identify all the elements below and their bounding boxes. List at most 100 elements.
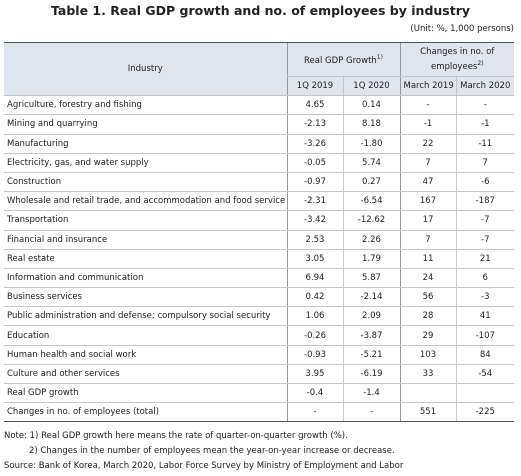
header-text: Real GDP Growth — [304, 55, 377, 66]
value-cell: -3.26 — [286, 134, 343, 154]
table-row: Agriculture, forestry and fishing 4.65 0.1… — [4, 95, 515, 116]
industry-cell: Transportation — [4, 210, 287, 231]
value-cell — [455, 383, 515, 404]
industry-cell: Mining and quarrying — [4, 114, 287, 135]
value-cell: 3.05 — [286, 249, 343, 269]
industry-cell: Electricity, gas, and water supply — [4, 153, 287, 173]
value-cell: 21 — [455, 249, 515, 269]
header-cell: Industry — [4, 41, 287, 97]
industry-cell: Business services — [4, 287, 287, 308]
value-cell: 4.65 — [286, 95, 343, 116]
value-cell: 0.14 — [342, 95, 400, 116]
value-cell: -0.97 — [286, 172, 343, 193]
title: Table 1. Real GDP growth and no. of empl… — [50, 3, 471, 18]
value-cell: 41 — [455, 306, 515, 327]
footnote-mark: 2) — [477, 59, 484, 67]
industry-cell: Public administration and defense; compu… — [4, 306, 287, 327]
industry-cell: Financial and insurance — [4, 230, 287, 250]
value-cell: 28 — [399, 306, 456, 327]
value-cell: -3.87 — [342, 325, 400, 346]
note: Note: 1) Real GDP growth here means the … — [4, 431, 348, 441]
value-cell: 6.94 — [286, 268, 343, 289]
table: Industry Real GDP Growth1) Changes in no… — [4, 41, 515, 423]
table-row: Construction -0.97 0.27 47 -6 — [4, 172, 515, 193]
value-cell: -0.93 — [286, 345, 343, 365]
industry-cell: Changes in no. of employees (total) — [4, 402, 287, 423]
value-cell: 29 — [399, 325, 456, 346]
value-cell: 0.27 — [342, 172, 400, 193]
table-row: Financial and insurance 2.53 2.26 7 -7 — [4, 230, 515, 250]
footnote-mark: 1) — [376, 53, 383, 61]
industry-cell: Wholesale and retail trade, and accommod… — [4, 191, 287, 212]
table-row: Real estate 3.05 1.79 11 21 — [4, 249, 515, 269]
industry-cell: Real estate — [4, 249, 287, 269]
value-cell: -1 — [455, 114, 515, 135]
table-row: Human health and social work -0.93 -5.21 10… — [4, 345, 515, 365]
value-cell: 3.95 — [286, 364, 343, 385]
table-row: Education -0.26 -3.87 29 -107 — [4, 325, 515, 346]
value-cell: -7 — [455, 210, 515, 231]
value-cell: 6 — [455, 268, 515, 289]
value-cell: 84 — [455, 345, 515, 365]
value-cell: -187 — [455, 191, 515, 212]
table-row: Culture and other services 3.95 -6.19 33 -54 — [4, 364, 515, 385]
table-row: Manufacturing -3.26 -1.80 22 -11 — [4, 134, 515, 154]
value-cell: 5.87 — [342, 268, 400, 289]
value-cell: -2.31 — [286, 191, 343, 212]
unit: (Unit: %, 1,000 persons) — [410, 24, 514, 34]
value-cell: - — [399, 95, 456, 116]
value-cell: -12.62 — [342, 210, 400, 231]
value-cell: -6.54 — [342, 191, 400, 212]
value-cell: 33 — [399, 364, 456, 385]
note: 2) Changes in the number of employees me… — [29, 446, 395, 456]
value-cell: 7 — [399, 230, 456, 250]
table-row: Transportation -3.42 -12.62 17 -7 — [4, 210, 515, 231]
value-cell: 22 — [399, 134, 456, 154]
industry-cell: Real GDP growth — [4, 383, 287, 404]
value-cell: 2.26 — [342, 230, 400, 250]
value-cell: -1.80 — [342, 134, 400, 154]
value-cell: 47 — [399, 172, 456, 193]
value-cell: 167 — [399, 191, 456, 212]
industry-cell: Education — [4, 325, 287, 346]
value-cell: -11 — [455, 134, 515, 154]
value-cell: 7 — [399, 153, 456, 173]
value-cell: 17 — [399, 210, 456, 231]
value-cell: 8.18 — [342, 114, 400, 135]
subheader-cell: March 2019 — [399, 76, 456, 97]
value-cell: -0.05 — [286, 153, 343, 173]
table-row: Public administration and defense; compu… — [4, 306, 515, 327]
subheader-cell: 1Q 2019 — [286, 76, 343, 97]
table-row: Wholesale and retail trade, and accommod… — [4, 191, 515, 212]
value-cell: 5.74 — [342, 153, 400, 173]
value-cell: -6.19 — [342, 364, 400, 385]
value-cell: -2.13 — [286, 114, 343, 135]
subheader-cell: 1Q 2020 — [342, 76, 400, 97]
industry-cell: Human health and social work — [4, 345, 287, 365]
value-cell: -2.14 — [342, 287, 400, 308]
industry-cell: Manufacturing — [4, 134, 287, 154]
value-cell: 103 — [399, 345, 456, 365]
header-cell: Changes in no. of employees2) — [399, 42, 515, 77]
value-cell: -7 — [455, 230, 515, 250]
value-cell: -3.42 — [286, 210, 343, 231]
value-cell: -1 — [399, 114, 456, 135]
value-cell: -6 — [455, 172, 515, 193]
value-cell: - — [455, 95, 515, 116]
value-cell: -0.4 — [286, 383, 343, 404]
industry-cell: Agriculture, forestry and fishing — [4, 95, 287, 116]
value-cell: -225 — [455, 402, 515, 423]
value-cell: 1.79 — [342, 249, 400, 269]
value-cell — [399, 383, 456, 404]
header-text: Changes in no. of employees — [420, 46, 495, 72]
table-row: Changes in no. of employees (total) - -551… — [4, 402, 515, 423]
table-row: Business services 0.42 -2.14 56 -3 — [4, 287, 515, 308]
industry-cell: Culture and other services — [4, 364, 287, 385]
value-cell: -5.21 — [342, 345, 400, 365]
header-cell: Real GDP Growth1) — [286, 42, 400, 77]
table-row: Mining and quarrying -2.13 8.18 -1 -1 — [4, 114, 515, 135]
value-cell: 24 — [399, 268, 456, 289]
value-cell: -3 — [455, 287, 515, 308]
value-cell: 11 — [399, 249, 456, 269]
